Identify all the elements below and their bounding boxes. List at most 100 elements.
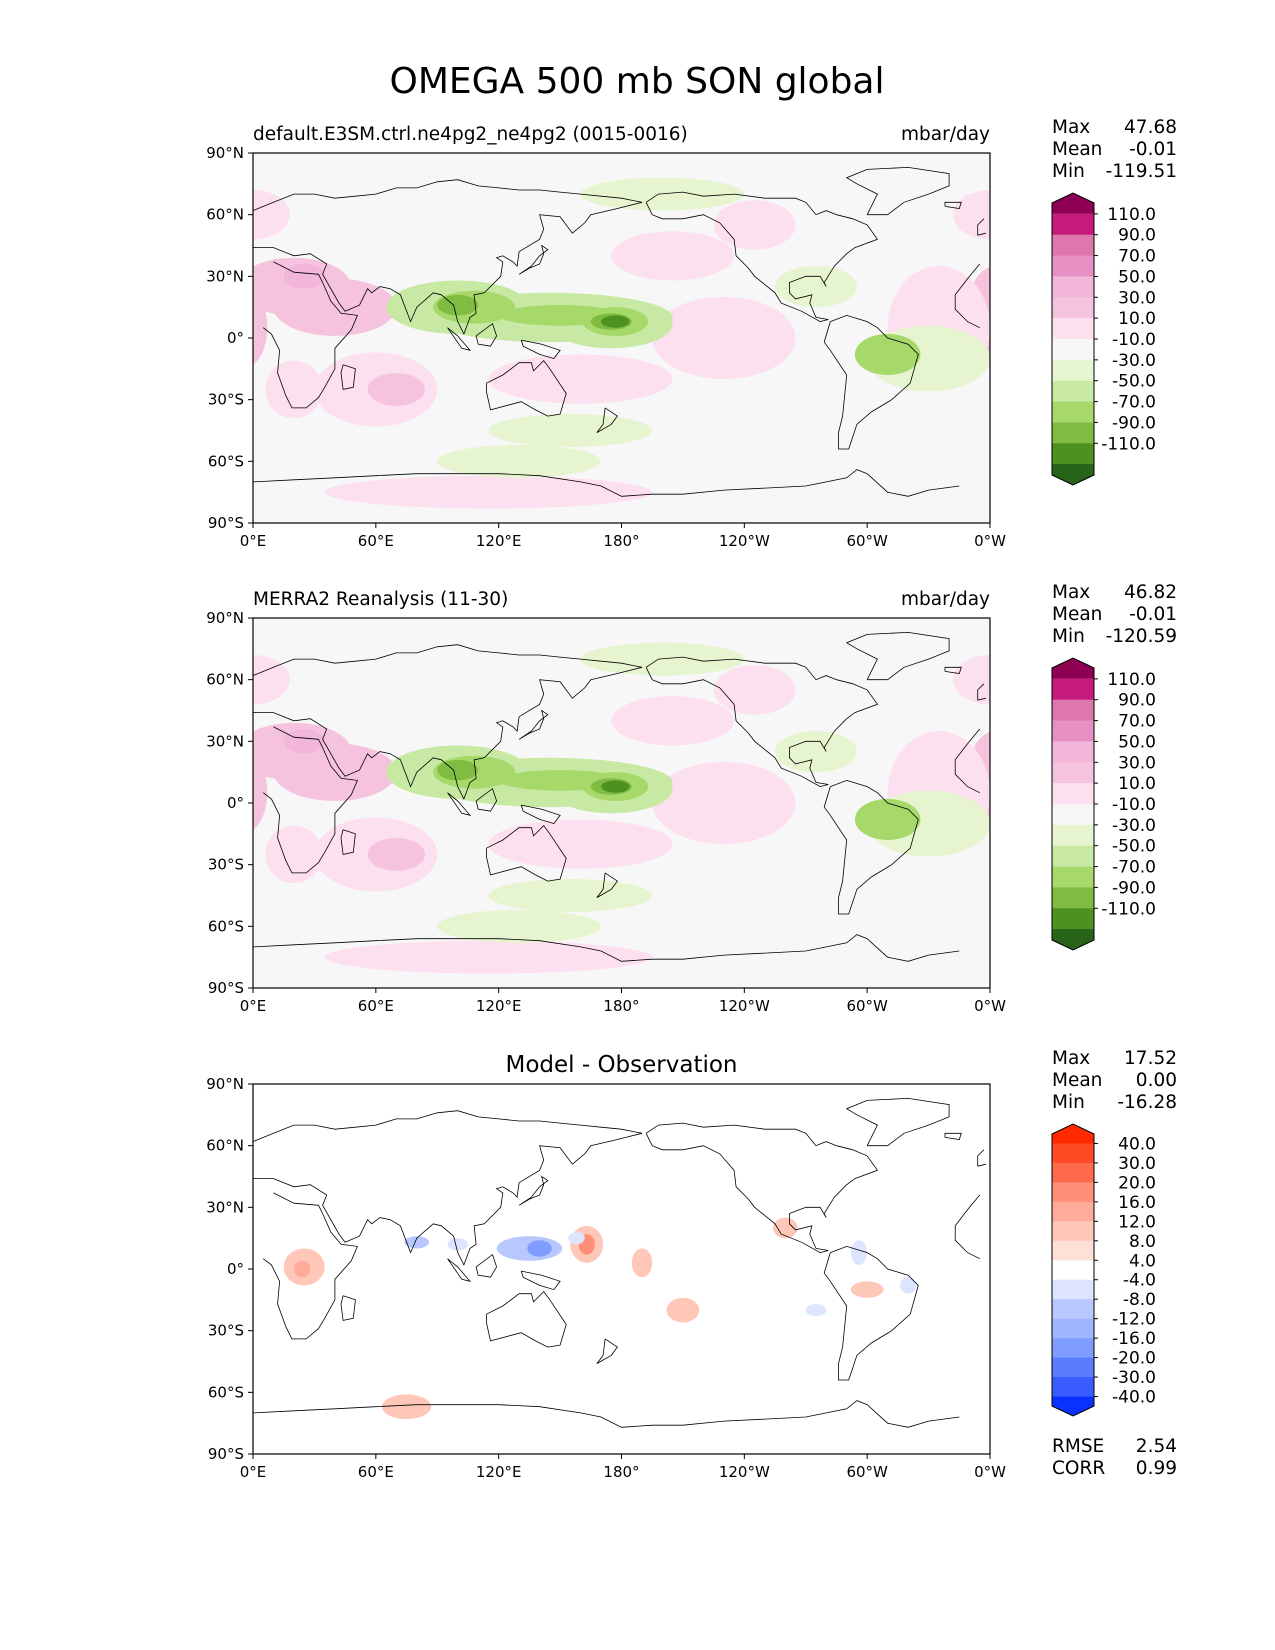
panel-obs: 90°N 60°N 30°N 0° 30°S 60°S 90°S0°E 60°E 120°E 18… [38,582,1275,1015]
colorbar-segment [1052,678,1094,701]
colorbar-label: 110.0 [1107,670,1156,690]
coastline [475,787,498,812]
coastline [518,1175,549,1206]
colorbar-segment [1052,255,1094,277]
colorbar-segment [1052,1260,1094,1281]
contour-region [953,190,990,240]
contour-region [367,372,425,406]
panel-diff: 90°N 60°N 30°N 0° 30°S 60°S 90°S0°E 60°E 120°E 18… [36,1048,1275,1481]
colorbar-label: 110.0 [1107,205,1156,225]
lon-tick-label: 0°W [974,532,1006,550]
lon-tick-label: 60°E [358,997,394,1015]
contour-region [0,297,59,379]
lat-tick-label: 60°N [206,206,244,224]
colorbar-label: 90.0 [1118,226,1156,246]
stat-label: Mean [1052,1070,1102,1091]
colorbar-segment [1052,1162,1094,1183]
contour-region [0,200,59,249]
extra-stat-value: 2.54 [1136,1436,1177,1457]
lon-tick-label: 180° [603,1463,639,1481]
contour-region [293,1260,311,1278]
contour-region [953,655,990,705]
coastline [253,644,643,676]
coastline [475,322,498,347]
contour-region [253,190,290,240]
contour-region [437,909,602,943]
contour-region [601,315,630,328]
colorbar-extend-min [1052,464,1094,485]
contour-region [488,414,653,447]
colorbar-segment [1052,804,1094,826]
colorbar-label: -50.0 [1112,837,1156,857]
lat-tick-label: 30°S [208,856,244,874]
coastline [977,1163,986,1167]
coastline [262,261,358,409]
stat-label: Min [1052,626,1085,647]
lat-tick-label: 60°N [206,671,244,689]
contour-region [631,1248,653,1278]
lon-tick-label: 0°E [240,997,267,1015]
coastline [944,201,962,209]
extra-stat-value: 0.99 [1136,1458,1177,1479]
colorbar-label: 50.0 [1118,267,1156,287]
contour-region [437,759,479,781]
contour-region [1170,291,1252,324]
lat-tick-label: 90°N [206,609,244,627]
colorbar: 110.090.070.050.030.010.0-10.0-30.0-50.0… [1051,192,1156,486]
lon-tick-label: 0°E [240,532,267,550]
colorbar-segment [1052,1357,1094,1378]
contour-region [0,178,7,211]
coastline [253,1110,643,1142]
figure-title: OMEGA 500 mb SON global [390,61,885,102]
coastline [475,1253,498,1278]
contour-region [273,278,397,336]
contour-region [1164,293,1275,342]
colorbar-label: -30.0 [1112,1368,1156,1388]
lat-tick-label: 60°S [208,1383,244,1401]
coastlines [253,1097,986,1428]
contour-region [118,799,184,840]
contour-region [1062,941,1275,974]
colorbar-label: -70.0 [1112,393,1156,413]
lon-tick-label: 60°E [358,1463,394,1481]
contour-region [775,731,857,773]
colorbar-label: -110.0 [1101,434,1156,454]
lon-tick-label: 60°W [846,532,888,550]
lon-tick-label: 0°E [240,1463,267,1481]
contour-region [899,1277,917,1294]
colorbar-label: -30.0 [1112,816,1156,836]
colorbar-segment [1052,908,1094,930]
contour-region [1002,361,1059,419]
stat-label: Mean [1052,139,1102,160]
coastline [485,1290,567,1348]
contour-region [283,264,325,289]
contour-region [36,1218,61,1239]
stat-value: 0.00 [1136,1070,1177,1091]
contour-region [253,290,268,366]
coastlines [253,166,986,497]
coastline [520,804,561,825]
stat-label: Max [1052,582,1090,603]
lon-tick-label: 120°W [719,1463,770,1481]
colorbar-label: 4.0 [1129,1251,1156,1271]
colorbar-extend-min [1052,929,1094,950]
contour-region [1234,1236,1275,1261]
coastline [845,1097,950,1147]
contour-region [265,360,323,419]
colorbar: 110.090.070.050.030.010.0-10.0-30.0-50.0… [1051,657,1156,951]
contour-region [163,1277,179,1293]
contour-region [253,655,290,705]
coastline [944,666,962,674]
contour-region [38,731,120,772]
colorbar-label: 10.0 [1118,309,1156,329]
coastline [645,1122,879,1254]
colorbar-segment [1052,422,1094,444]
coastlines [253,631,986,962]
colorbar-segment [1052,720,1094,742]
lat-tick-label: 0° [227,794,244,812]
lat-tick-label: 60°S [208,917,244,935]
colorbar-segment [1052,1240,1094,1261]
colorbar-segment [1052,1143,1094,1164]
colorbar-segment [1052,297,1094,319]
